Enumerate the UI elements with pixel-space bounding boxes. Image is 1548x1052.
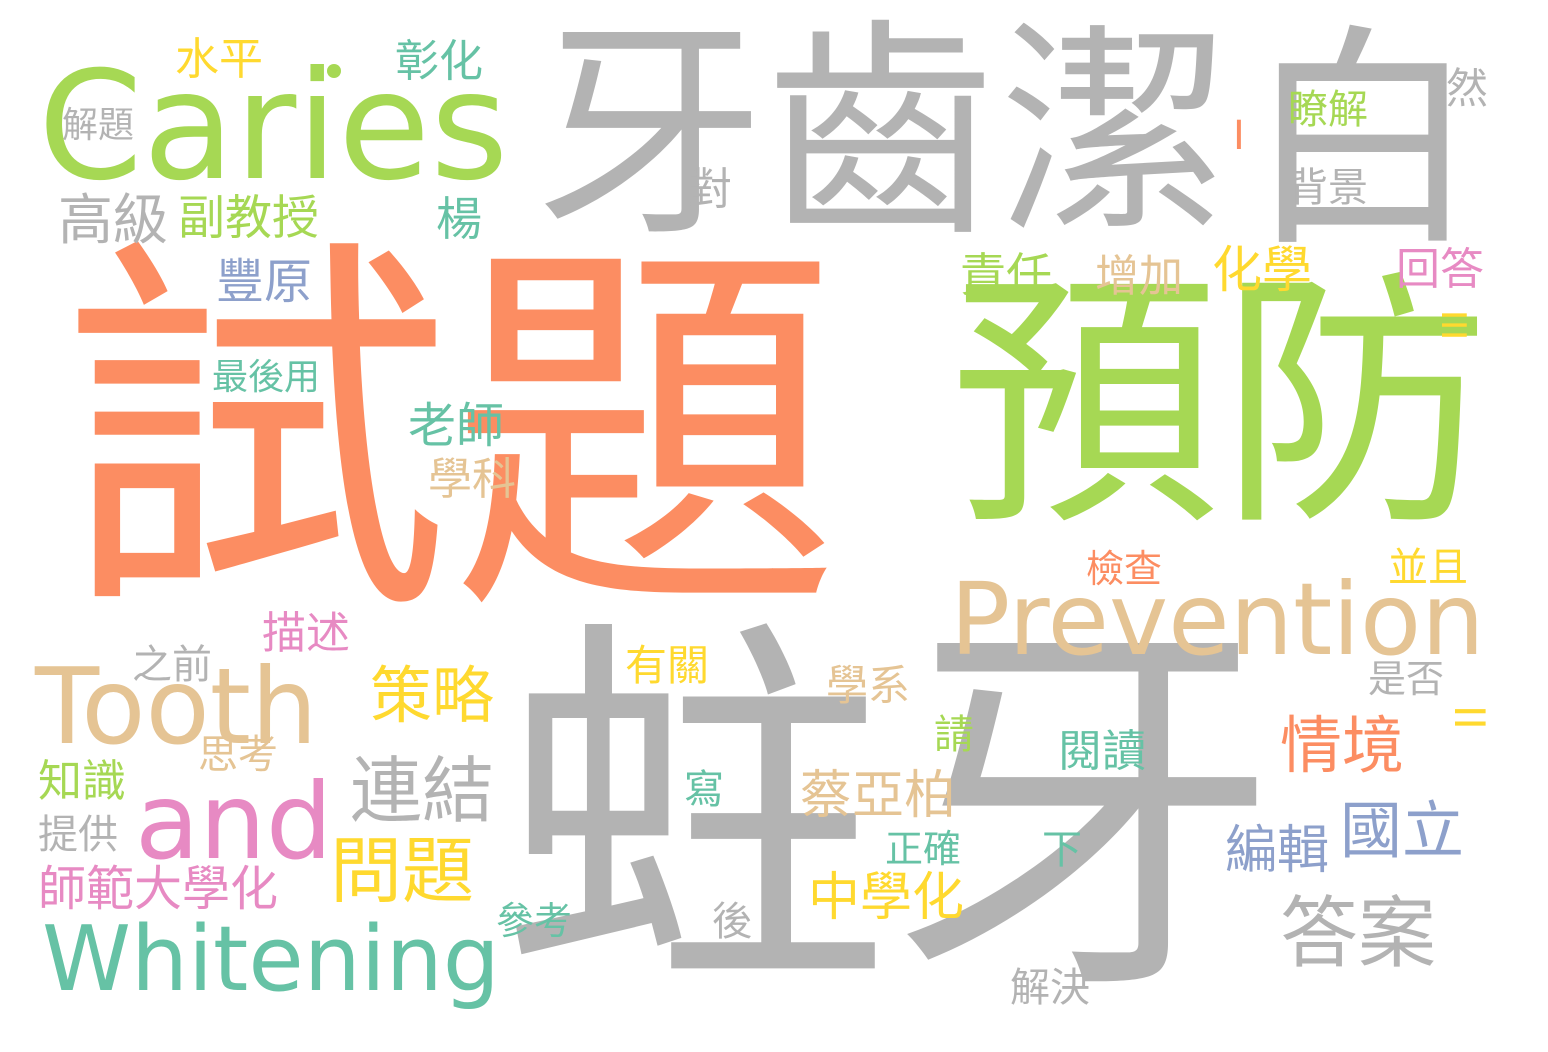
word-ran: 然	[1446, 64, 1489, 113]
word-bai: 白	[1245, 6, 1480, 279]
word-yufang: 預防	[950, 247, 1490, 562]
word-zhanghua: 彰化	[395, 36, 483, 87]
word-dui: 對	[688, 164, 732, 215]
word-zhengque: 正確	[885, 827, 962, 871]
word-liaojie: 瞭解	[1288, 87, 1368, 133]
word-hou: 後	[712, 899, 752, 945]
word-jiejue: 解決	[1010, 965, 1090, 1011]
word-shifan: 師範大學化	[38, 861, 279, 917]
word-laoshi: 老師	[408, 398, 505, 454]
word-bar-iii: III	[1433, 310, 1473, 341]
word-zeren: 責任	[960, 248, 1052, 302]
word-prevention: Prevention	[950, 561, 1485, 678]
word-qing: 請	[934, 712, 974, 758]
word-yachi: 牙齒	[535, 1, 996, 268]
word-wenti: 問題	[330, 829, 475, 913]
word-shifou: 是否	[1368, 657, 1445, 701]
word-whitening: Whitening	[42, 907, 500, 1012]
word-yang: 楊	[436, 192, 482, 246]
word-zengjia: 增加	[1095, 251, 1183, 302]
word-qingjing: 情境	[1280, 709, 1405, 782]
word-shiti: 試題	[60, 208, 840, 662]
word-zhongxue: 中學化	[808, 868, 965, 928]
word-zhuya: 蛀牙	[500, 588, 1280, 1042]
word-zhiqian: 之前	[132, 642, 212, 688]
word-tigong: 提供	[38, 812, 118, 858]
word-bar-i: I	[1233, 113, 1245, 159]
word-xuexi: 學系	[826, 661, 911, 710]
word-and: and	[135, 761, 333, 883]
word-miaoshu: 描述	[262, 608, 350, 659]
word-daan: 答案	[1280, 889, 1437, 979]
word-beijing: 背景	[1288, 165, 1368, 211]
word-shuiping: 水平	[175, 34, 263, 85]
word-cankao: 參考	[496, 899, 573, 943]
dot-mark	[327, 64, 341, 78]
word-youguan: 有關	[625, 641, 710, 690]
word-sikao: 思考	[198, 732, 278, 778]
word-jiancha: 檢查	[1086, 547, 1163, 591]
word-fengyuan: 豐原	[216, 254, 313, 310]
word-jieti: 解題	[62, 105, 135, 146]
word-caries: Caries	[38, 40, 509, 214]
word-yuedu: 閱讀	[1058, 726, 1146, 777]
word-fujiaoshou: 副教授	[178, 191, 319, 246]
word-caiyabo: 蔡亞柏	[800, 766, 957, 826]
word-lianjie: 連結	[350, 749, 495, 833]
word-zhishi: 知識	[38, 756, 126, 807]
word-bar-ii: II	[1445, 705, 1494, 730]
word-bingqie: 並且	[1388, 545, 1468, 591]
word-gaoji: 高級	[58, 188, 169, 252]
word-bianji: 編輯	[1225, 821, 1330, 881]
word-huaxue: 化學	[1212, 241, 1312, 299]
word-jie: 潔	[1000, 1, 1231, 268]
word-xie: 寫	[684, 767, 724, 813]
word-zuihouyong: 最後用	[212, 357, 321, 398]
word-xueke: 學科	[428, 454, 516, 505]
word-huida: 回答	[1396, 244, 1484, 295]
word-tooth: Tooth	[35, 646, 318, 768]
word-celue: 策略	[370, 659, 495, 732]
word-guoli: 國立	[1340, 794, 1465, 867]
word-xia: 下	[1042, 827, 1082, 873]
